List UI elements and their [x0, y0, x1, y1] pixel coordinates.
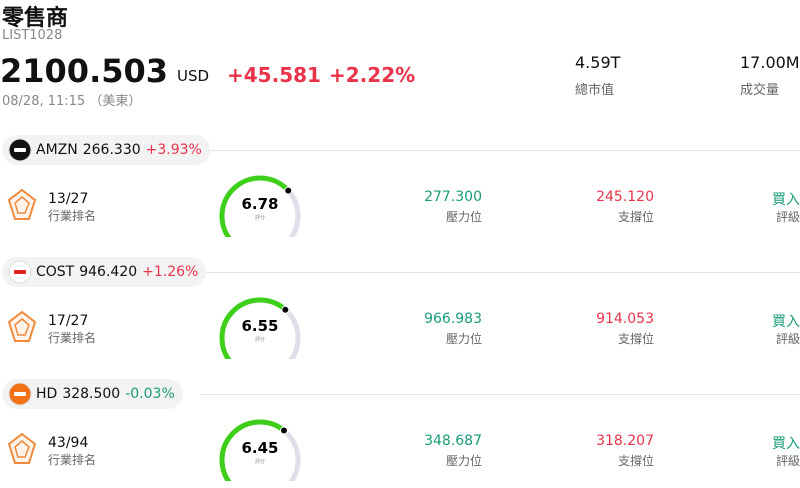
rank-label: 行業排名: [48, 453, 97, 467]
separator: [200, 150, 800, 151]
support-label: 支撐位: [617, 332, 654, 346]
rank-icon: [7, 310, 37, 342]
resistance: 966.983: [424, 311, 482, 327]
separator: [200, 394, 800, 395]
rating: 買入: [772, 436, 800, 452]
price: 2100.503: [0, 52, 169, 90]
score: 6.45: [241, 439, 278, 457]
rank: 43/94: [48, 435, 89, 451]
title: 零售商: [2, 6, 69, 31]
change: +45.581: [227, 63, 321, 87]
stat-value: 4.59T: [575, 53, 621, 72]
gauge-dot: [279, 426, 288, 435]
ticker: AMZN: [36, 142, 78, 158]
support-label: 支撐位: [617, 210, 654, 224]
score-label: 評分: [255, 214, 265, 221]
gauge-dot: [284, 186, 293, 195]
resistance-label: 壓力位: [445, 332, 482, 346]
rank-inner: [14, 440, 30, 458]
gauge-value: [219, 175, 291, 237]
rank-shape: [7, 432, 37, 464]
rating-label: 評級: [775, 454, 800, 468]
logo: [8, 260, 32, 284]
ticker: HD: [36, 386, 58, 402]
logo-mark: [14, 270, 26, 274]
stock-pill[interactable]: COST 946.420 +1.26%: [2, 257, 207, 287]
rank: 17/27: [48, 313, 89, 329]
support: 318.207: [596, 433, 654, 449]
rank-icon: [7, 432, 37, 464]
time: 08/28, 11:15 （美東）: [2, 94, 142, 109]
resistance-label: 壓力位: [445, 454, 482, 468]
rank-shape: [7, 310, 37, 342]
currency: USD: [177, 67, 210, 85]
stock-change: +3.93%: [145, 142, 202, 158]
stock-pill[interactable]: HD 328.500 -0.03%: [2, 379, 183, 409]
rating-label: 評級: [775, 210, 800, 224]
resistance: 277.300: [424, 189, 482, 205]
rank-label: 行業排名: [48, 331, 97, 345]
code: LIST1028: [2, 28, 63, 43]
stock-change: -0.03%: [125, 386, 175, 402]
support: 914.053: [596, 311, 654, 327]
support: 245.120: [596, 189, 654, 205]
rank-shape: [7, 188, 37, 220]
rating: 買入: [772, 314, 800, 330]
resistance-label: 壓力位: [445, 210, 482, 224]
stock-pill[interactable]: AMZN 266.330 +3.93%: [2, 135, 210, 165]
stock-price: 946.420: [79, 264, 138, 280]
separator: [200, 272, 800, 273]
rating-label: 評級: [775, 332, 800, 346]
rank-icon: [7, 188, 37, 220]
logo: [8, 382, 32, 406]
logo-mark: [14, 148, 26, 152]
gauge-dot: [281, 305, 290, 314]
stat-label: 總市值: [575, 83, 615, 98]
score: 6.55: [241, 317, 278, 335]
score-label: 評分: [255, 458, 265, 465]
stock-change: +1.26%: [142, 264, 199, 280]
rank: 13/27: [48, 191, 89, 207]
ticker: COST: [36, 264, 75, 280]
resistance: 348.687: [424, 433, 482, 449]
rank-inner: [14, 318, 30, 336]
logo: [8, 138, 32, 162]
support-label: 支撐位: [617, 454, 654, 468]
change-pct: +2.22%: [329, 63, 416, 87]
logo-mark: [14, 392, 26, 396]
stat-value: 17.00M: [740, 53, 800, 72]
score: 6.78: [241, 195, 278, 213]
gauge-value: [219, 419, 287, 481]
gauge-value: [219, 297, 288, 359]
stock-price: 328.500: [62, 386, 121, 402]
stock-price: 266.330: [82, 142, 141, 158]
score-label: 評分: [255, 336, 265, 343]
rank-inner: [14, 196, 30, 214]
rating: 買入: [772, 192, 800, 208]
rank-label: 行業排名: [48, 209, 97, 223]
stat-label: 成交量: [740, 83, 780, 98]
